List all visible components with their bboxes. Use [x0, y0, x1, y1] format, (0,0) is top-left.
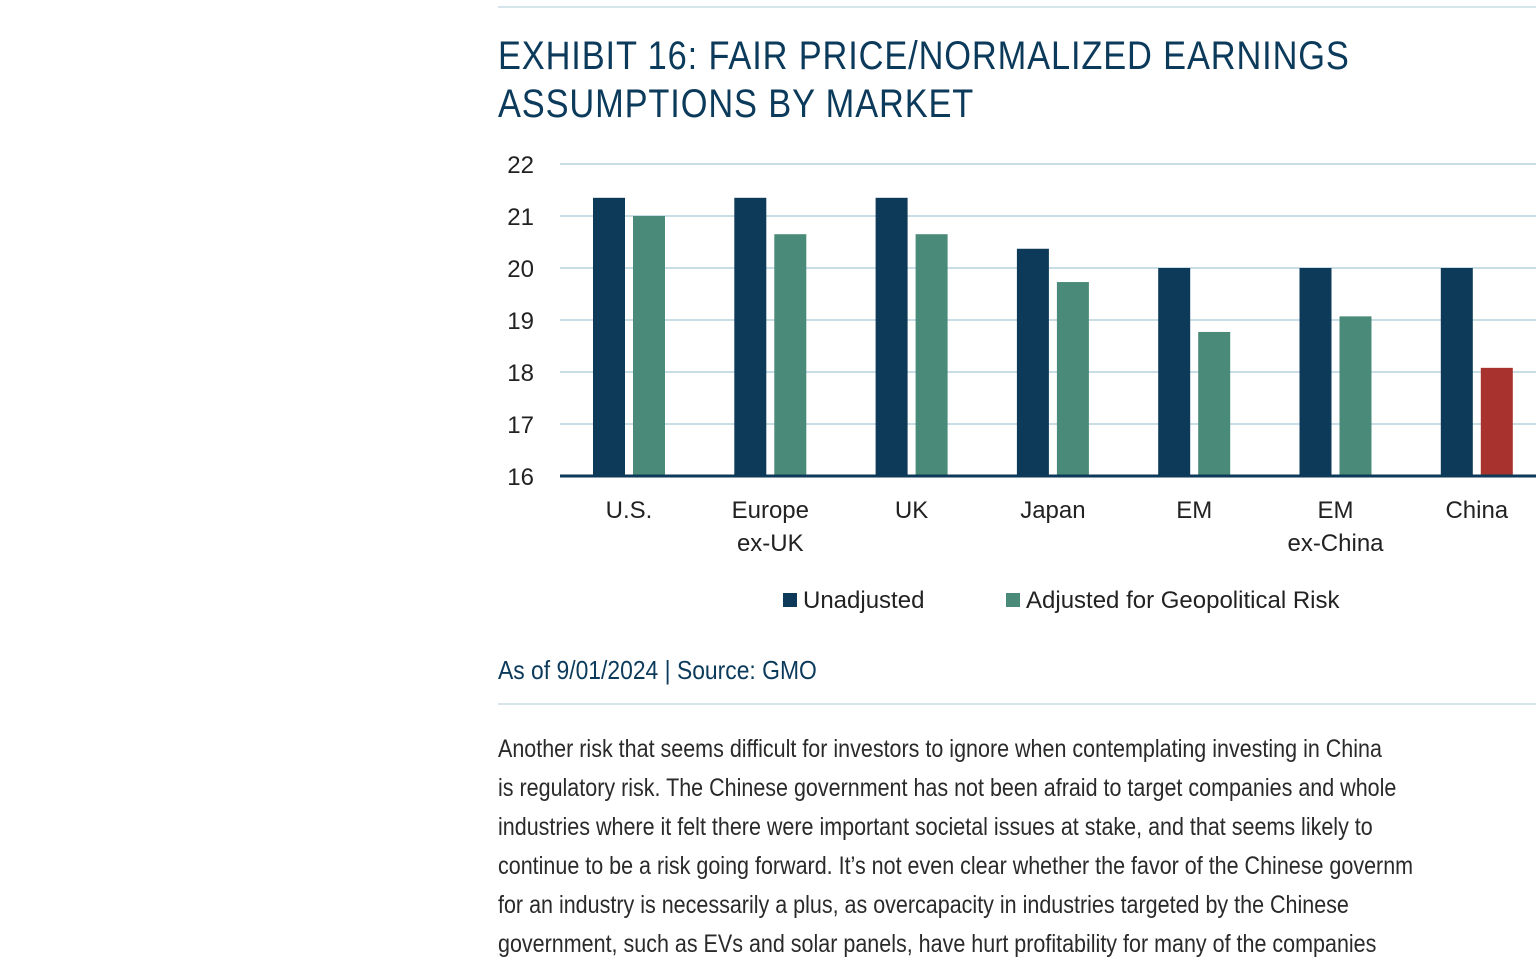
- x-tick-label: Japan: [1020, 497, 1085, 524]
- body-paragraph: Another risk that seems difficult for in…: [498, 730, 1536, 961]
- x-tick-label: China: [1445, 497, 1508, 524]
- article-content: EXHIBIT 16: FAIR PRICE/NORMALIZED EARNIN…: [498, 0, 1536, 961]
- bar: [875, 197, 908, 477]
- body-line: Another risk that seems difficult for in…: [498, 735, 1382, 763]
- bar: [774, 234, 807, 476]
- y-tick-label: 17: [507, 412, 534, 439]
- body-line: government, such as EVs and solar panels…: [498, 930, 1377, 958]
- y-tick-label: 18: [507, 360, 534, 387]
- bar-chart-svg: 22 21 20 19 18 17 16 U.S. Europe ex-UK UK Japan EM EM…: [507, 152, 1536, 614]
- bar: [1299, 268, 1332, 476]
- bar: [1339, 316, 1372, 476]
- y-tick-label: 16: [507, 464, 534, 491]
- body-line: is regulatory risk. The Chinese governme…: [498, 774, 1397, 802]
- bar: [915, 234, 948, 476]
- y-tick-label: 22: [507, 152, 534, 179]
- x-tick-label: UK: [895, 497, 928, 524]
- legend-swatch: [1006, 593, 1020, 607]
- x-tick-label: ex-UK: [737, 530, 804, 557]
- x-tick-label: U.S.: [606, 497, 653, 524]
- x-tick-label: Europe: [732, 497, 809, 524]
- bar: [1158, 268, 1191, 476]
- legend-label: Adjusted for Geopolitical Risk: [1026, 587, 1340, 614]
- bar: [633, 216, 665, 476]
- x-tick-label: EM: [1318, 497, 1354, 524]
- x-tick-label: ex-China: [1287, 530, 1384, 557]
- exhibit-title-line-2: ASSUMPTIONS BY MARKET: [498, 82, 975, 126]
- x-tick-label: EM: [1176, 497, 1212, 524]
- exhibit-title: EXHIBIT 16: FAIR PRICE/NORMALIZED EARNIN…: [498, 32, 1358, 128]
- body-line: for an industry is necessarily a plus, a…: [498, 891, 1349, 919]
- legend-label: Unadjusted: [803, 587, 924, 614]
- bar: [734, 197, 767, 477]
- body-line: continue to be a risk going forward. It’…: [498, 852, 1414, 880]
- source-note: As of 9/01/2024 | Source: GMO: [498, 655, 817, 685]
- bar: [1056, 282, 1089, 476]
- top-divider: [498, 6, 1536, 8]
- bar: [1440, 268, 1473, 476]
- section-divider: [498, 703, 1536, 705]
- bar: [1480, 367, 1513, 476]
- bar: [1016, 248, 1049, 476]
- y-tick-label: 20: [507, 256, 534, 283]
- bar-chart: 22 21 20 19 18 17 16 U.S. Europe ex-UK UK Japan EM EM…: [498, 140, 1536, 630]
- bar: [593, 197, 625, 477]
- exhibit-title-line-1: EXHIBIT 16: FAIR PRICE/NORMALIZED EARNIN…: [498, 34, 1350, 78]
- body-line: industries where it felt there were impo…: [498, 813, 1373, 841]
- legend-swatch: [783, 593, 797, 607]
- y-tick-label: 19: [507, 308, 534, 335]
- bar: [1198, 331, 1231, 476]
- y-tick-label: 21: [507, 204, 534, 231]
